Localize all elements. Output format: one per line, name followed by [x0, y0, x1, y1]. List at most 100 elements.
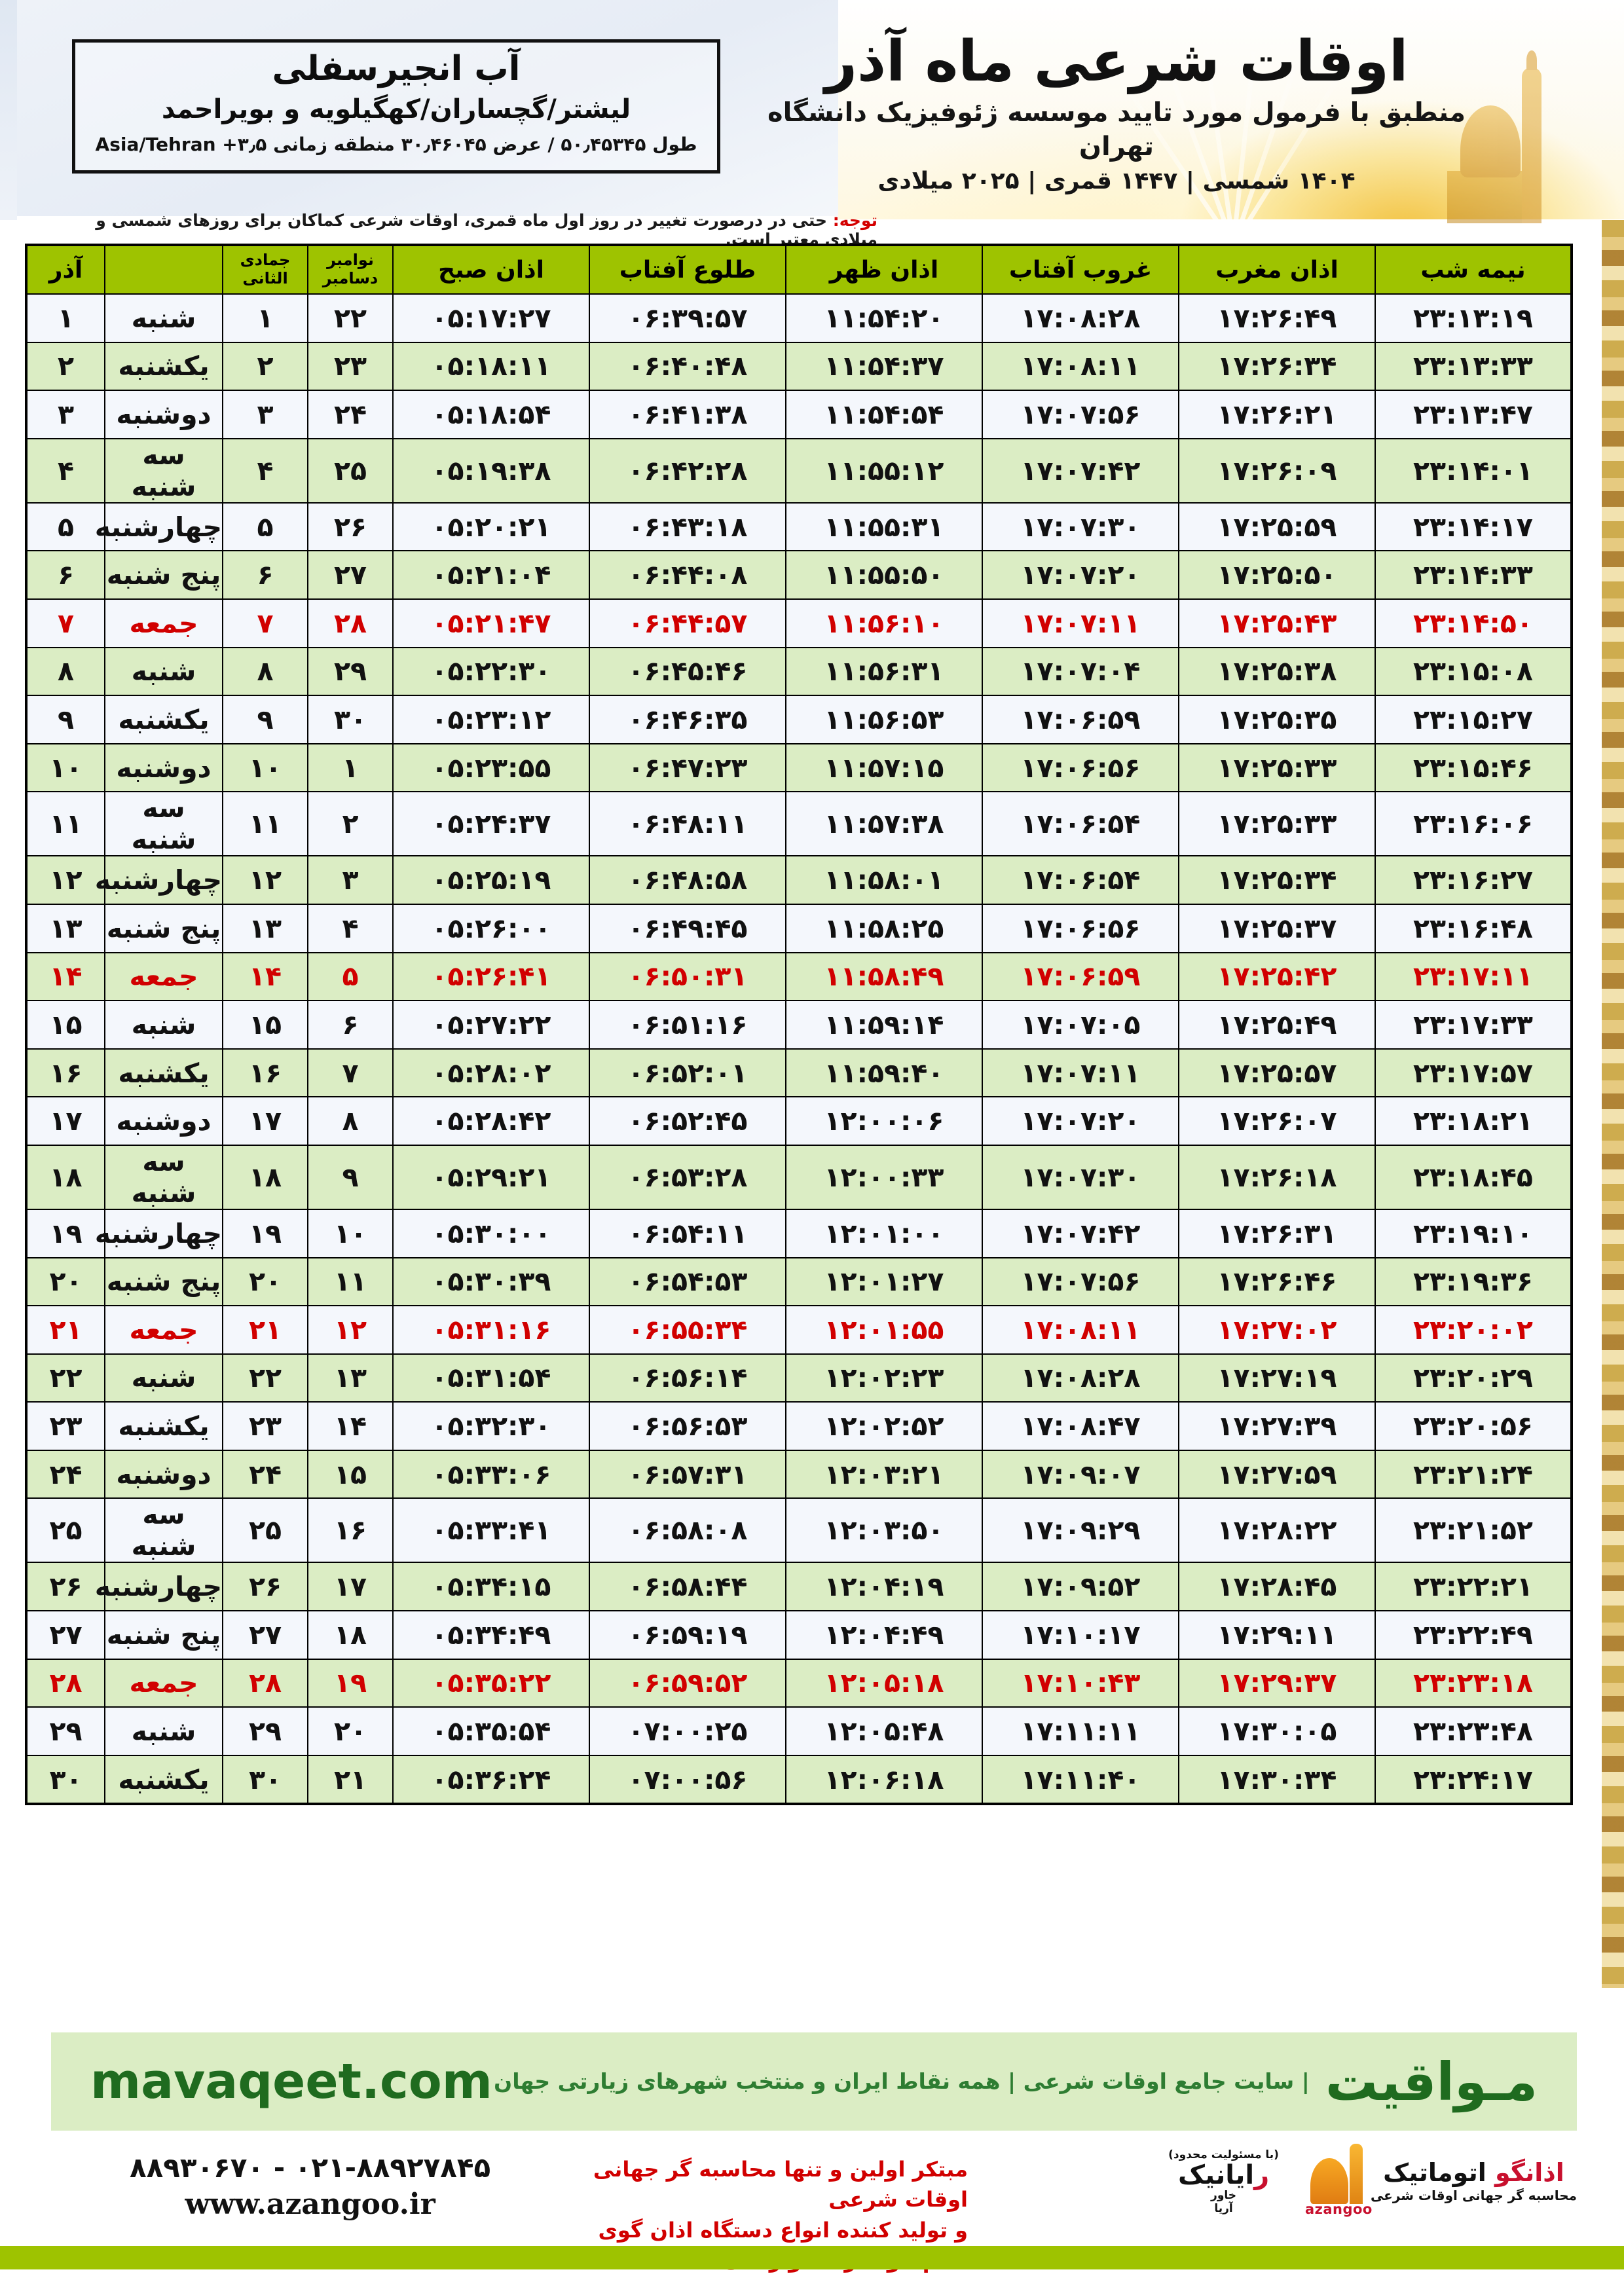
sunrise-cell: ۰۶:۴۰:۴۸ — [589, 341, 786, 392]
hijri-day-cell: ۱۰ — [222, 743, 308, 793]
note-keyword: توجه: — [832, 211, 877, 230]
table-row: ۲۳:۲۳:۴۸ ۱۷:۳۰:۰۵ ۱۷:۱۱:۱۱ ۱۲:۰۵:۴۸ ۰۷:۰۰:۲۵… — [26, 1706, 1572, 1756]
table-row: ۲۳:۲۰:۲۹ ۱۷:۲۷:۱۹ ۱۷:۰۸:۲۸ ۱۲:۰۲:۲۳ ۰۶:۵۶:۱۴… — [26, 1353, 1572, 1403]
fajr-cell: ۰۵:۲۱:۴۷ — [392, 598, 590, 648]
maghrib-cell: ۱۷:۲۸:۴۵ — [1178, 1562, 1376, 1612]
persian-day-cell: ۱۸ — [26, 1144, 105, 1210]
sunset-cell: ۱۷:۰۷:۰۵ — [982, 1000, 1179, 1050]
dhuhr-cell: ۱۲:۰۰:۰۶ — [785, 1096, 983, 1146]
dayname-cell: پنج شنبه — [104, 903, 223, 953]
table-row: ۲۳:۱۳:۱۹ ۱۷:۲۶:۴۹ ۱۷:۰۸:۲۸ ۱۱:۵۴:۲۰ ۰۶:۳۹:۵۷… — [26, 293, 1572, 343]
column-header-fajr: اذان صبح — [392, 244, 590, 295]
table-row: ۲۳:۱۴:۱۷ ۱۷:۲۵:۵۹ ۱۷:۰۷:۳۰ ۱۱:۵۵:۳۱ ۰۶:۴۳:۱۸… — [26, 502, 1572, 552]
location-box: آب انجیرسفلی لیشتر/گچساران/کهگیلویه و بو… — [72, 39, 720, 174]
fajr-cell: ۰۵:۲۲:۳۰ — [392, 646, 590, 697]
note-line: توجه: حتی در درصورت تغییر در روز اول ماه… — [72, 211, 877, 249]
dayname-cell: دوشنبه — [104, 1449, 223, 1499]
sunset-cell: ۱۷:۰۹:۰۷ — [982, 1449, 1179, 1499]
table-row: ۲۳:۲۰:۵۶ ۱۷:۲۷:۳۹ ۱۷:۰۸:۴۷ ۱۲:۰۲:۵۲ ۰۶:۵۶:۵۳… — [26, 1401, 1572, 1451]
column-header-maghrib: اذان مغرب — [1178, 244, 1376, 295]
gregorian-day-cell: ۱۲ — [307, 1305, 394, 1355]
sunset-cell: ۱۷:۰۹:۲۹ — [982, 1497, 1179, 1564]
hijri-day-cell: ۷ — [222, 598, 308, 648]
sunrise-cell: ۰۶:۵۸:۴۴ — [589, 1562, 786, 1612]
maghrib-cell: ۱۷:۲۵:۴۳ — [1178, 598, 1376, 648]
table-row: ۲۳:۱۸:۲۱ ۱۷:۲۶:۰۷ ۱۷:۰۷:۲۰ ۱۲:۰۰:۰۶ ۰۶:۵۲:۴۵… — [26, 1096, 1572, 1146]
fajr-cell: ۰۵:۱۹:۳۸ — [392, 437, 590, 504]
hijri-day-cell: ۲۵ — [222, 1497, 308, 1564]
persian-day-cell: ۲۲ — [26, 1353, 105, 1403]
dhuhr-cell: ۱۱:۵۵:۱۲ — [785, 437, 983, 504]
dhuhr-cell: ۱۲:۰۱:۵۵ — [785, 1305, 983, 1355]
dayname-cell: دوشنبه — [104, 390, 223, 439]
footer-website[interactable]: www.azangoo.ir — [185, 2188, 435, 2221]
sunset-cell: ۱۷:۰۶:۵۶ — [982, 743, 1179, 793]
sunrise-cell: ۰۶:۴۶:۳۵ — [589, 695, 786, 744]
fajr-cell: ۰۵:۲۳:۱۲ — [392, 695, 590, 744]
persian-day-cell: ۱۵ — [26, 1000, 105, 1050]
persian-day-cell: ۵ — [26, 502, 105, 552]
gregorian-day-cell: ۲۹ — [307, 646, 394, 697]
fajr-cell: ۰۵:۲۸:۰۲ — [392, 1048, 590, 1098]
table-row: ۲۳:۱۳:۳۳ ۱۷:۲۶:۳۴ ۱۷:۰۸:۱۱ ۱۱:۵۴:۳۷ ۰۶:۴۰:۴۸… — [26, 341, 1572, 392]
dayname-cell: یکشنبه — [104, 1048, 223, 1098]
maghrib-cell: ۱۷:۲۹:۳۷ — [1178, 1658, 1376, 1708]
fajr-cell: ۰۵:۱۸:۱۱ — [392, 341, 590, 392]
midnight-cell: ۲۳:۱۴:۰۱ — [1375, 437, 1572, 504]
persian-day-cell: ۳۰ — [26, 1754, 105, 1805]
column-header-persian-month: آذر — [26, 244, 105, 295]
hijri-day-cell: ۱۳ — [222, 903, 308, 953]
table-row: ۲۳:۲۲:۴۹ ۱۷:۲۹:۱۱ ۱۷:۱۰:۱۷ ۱۲:۰۴:۴۹ ۰۶:۵۹:۱۹… — [26, 1610, 1572, 1660]
persian-day-cell: ۹ — [26, 695, 105, 744]
hijri-day-cell: ۲۸ — [222, 1658, 308, 1708]
table-row: ۲۳:۱۶:۰۶ ۱۷:۲۵:۳۳ ۱۷:۰۶:۵۴ ۱۱:۵۷:۳۸ ۰۶:۴۸:۱۱… — [26, 791, 1572, 857]
hijri-day-cell: ۱۷ — [222, 1096, 308, 1146]
sunset-cell: ۱۷:۰۷:۱۱ — [982, 1048, 1179, 1098]
persian-day-cell: ۲۷ — [26, 1610, 105, 1660]
gregorian-day-cell: ۶ — [307, 1000, 394, 1050]
midnight-cell: ۲۳:۲۲:۴۹ — [1375, 1610, 1572, 1660]
maghrib-cell: ۱۷:۲۶:۰۷ — [1178, 1096, 1376, 1146]
midnight-cell: ۲۳:۱۸:۴۵ — [1375, 1144, 1572, 1210]
midnight-cell: ۲۳:۱۹:۳۶ — [1375, 1257, 1572, 1307]
fajr-cell: ۰۵:۳۱:۱۶ — [392, 1305, 590, 1355]
table-row: ۲۳:۱۷:۳۳ ۱۷:۲۵:۴۹ ۱۷:۰۷:۰۵ ۱۱:۵۹:۱۴ ۰۶:۵۱:۱۶… — [26, 1000, 1572, 1050]
gregorian-day-cell: ۲۸ — [307, 598, 394, 648]
fajr-cell: ۰۵:۳۰:۳۹ — [392, 1257, 590, 1307]
table-row: ۲۳:۱۵:۲۷ ۱۷:۲۵:۳۵ ۱۷:۰۶:۵۹ ۱۱:۵۶:۵۳ ۰۶:۴۶:۳۵… — [26, 695, 1572, 744]
dhuhr-cell: ۱۲:۰۴:۱۹ — [785, 1562, 983, 1612]
hijri-day-cell: ۲۹ — [222, 1706, 308, 1756]
dhuhr-cell: ۱۱:۵۴:۵۴ — [785, 390, 983, 439]
sunset-cell: ۱۷:۰۶:۵۴ — [982, 791, 1179, 857]
dhuhr-cell: ۱۲:۰۶:۱۸ — [785, 1754, 983, 1805]
sunset-cell: ۱۷:۰۷:۳۰ — [982, 1144, 1179, 1210]
persian-day-cell: ۲۰ — [26, 1257, 105, 1307]
azangoo-logo: اذانگو اتوماتیک محاسبه گر جهانی اوقات شر… — [1301, 2144, 1577, 2217]
gregorian-day-cell: ۱۰ — [307, 1208, 394, 1258]
fajr-cell: ۰۵:۲۵:۱۹ — [392, 855, 590, 905]
column-header-sunrise: طلوع آفتاب — [589, 244, 786, 295]
gregorian-day-cell: ۱۹ — [307, 1658, 394, 1708]
table-row: ۲۳:۱۴:۰۱ ۱۷:۲۶:۰۹ ۱۷:۰۷:۴۲ ۱۱:۵۵:۱۲ ۰۶:۴۲:۲۸… — [26, 437, 1572, 504]
footer-logos: اذانگو اتوماتیک محاسبه گر جهانی اوقات شر… — [1168, 2144, 1577, 2217]
rayanik-name-red: ر — [1254, 2160, 1270, 2190]
persian-day-cell: ۲۱ — [26, 1305, 105, 1355]
table-row: ۲۳:۱۳:۴۷ ۱۷:۲۶:۲۱ ۱۷:۰۷:۵۶ ۱۱:۵۴:۵۴ ۰۶:۴۱:۳۸… — [26, 390, 1572, 439]
hijri-day-cell: ۱۴ — [222, 951, 308, 1002]
table-header-row: نیمه شب اذان مغرب غروب آفتاب اذان ظهر طل… — [26, 244, 1572, 295]
midnight-cell: ۲۳:۲۰:۰۲ — [1375, 1305, 1572, 1355]
hijri-day-cell: ۲۲ — [222, 1353, 308, 1403]
promo-url[interactable]: mavaqeet.com — [90, 2053, 492, 2110]
sunset-cell: ۱۷:۰۹:۵۲ — [982, 1562, 1179, 1612]
hijri-day-cell: ۸ — [222, 646, 308, 697]
hijri-day-cell: ۱۵ — [222, 1000, 308, 1050]
midnight-cell: ۲۳:۱۷:۱۱ — [1375, 951, 1572, 1002]
promo-band: مـواقیت | سایت جامع اوقات شرعی | همه نقا… — [51, 2032, 1577, 2131]
fajr-cell: ۰۵:۳۱:۵۴ — [392, 1353, 590, 1403]
persian-day-cell: ۱۶ — [26, 1048, 105, 1098]
hijri-day-cell: ۱۲ — [222, 855, 308, 905]
persian-day-cell: ۷ — [26, 598, 105, 648]
dayname-cell: یکشنبه — [104, 341, 223, 392]
dhuhr-cell: ۱۱:۵۸:۰۱ — [785, 855, 983, 905]
fajr-cell: ۰۵:۲۶:۰۰ — [392, 903, 590, 953]
